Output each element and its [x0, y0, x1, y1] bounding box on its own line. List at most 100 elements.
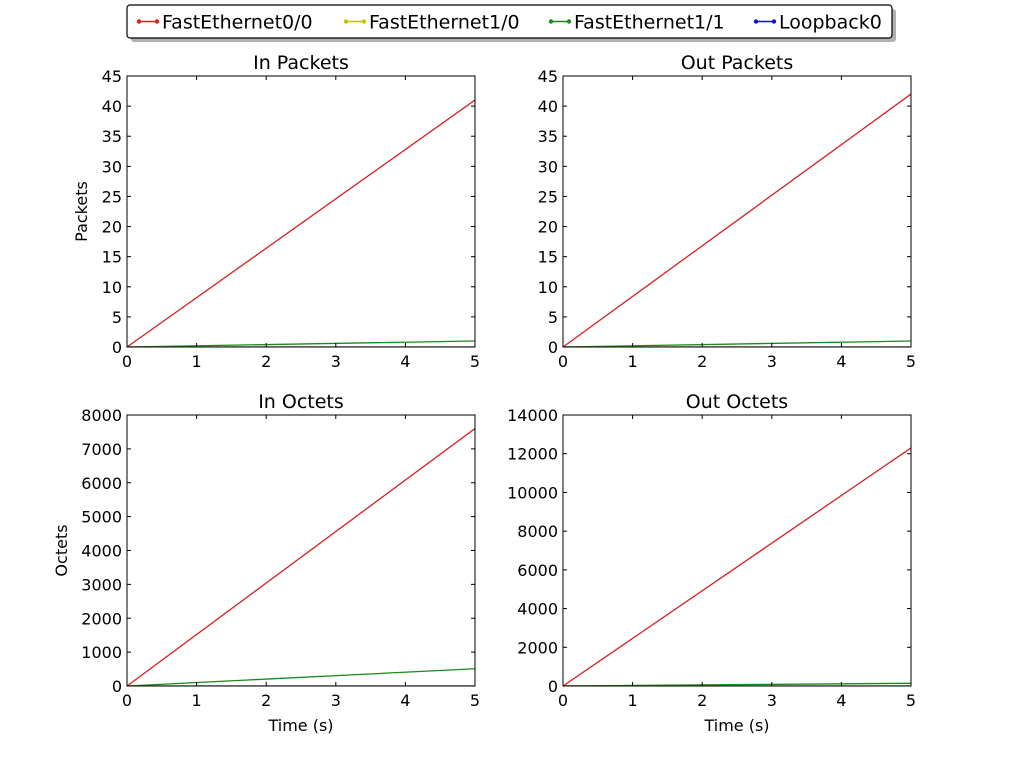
y-tick-label: 6000 [517, 561, 558, 580]
y-tick-label: 10000 [507, 483, 558, 502]
y-tick-label: 3000 [81, 575, 122, 594]
series-line-fastethernet0-0 [563, 447, 911, 686]
x-tick-label: 5 [906, 352, 916, 371]
legend-marker-loopback0 [771, 19, 777, 24]
y-tick-label: 0 [548, 338, 558, 357]
x-tick-label: 1 [192, 352, 202, 371]
series-line-fastethernet0-0 [127, 428, 475, 686]
series-line-fastethernet0-0 [563, 93, 911, 347]
x-tick-label: 3 [331, 352, 341, 371]
legend-label-loopback0: Loopback0 [779, 12, 882, 34]
y-tick-label: 8000 [517, 522, 558, 541]
series-line-fastethernet1-1 [563, 340, 911, 347]
x-axis-label: Time (s) [703, 716, 769, 735]
legend-label-fastethernet1-0: FastEthernet1/0 [369, 12, 520, 34]
y-tick-label: 2000 [81, 609, 122, 628]
y-tick-label: 25 [538, 187, 558, 206]
series-line-fastethernet1-1 [127, 668, 475, 686]
y-tick-label: 30 [102, 157, 122, 176]
x-tick-label: 0 [122, 352, 132, 371]
x-tick-label: 0 [558, 352, 568, 371]
legend-entry-fastethernet1-0: FastEthernet1/0 [343, 12, 520, 34]
x-tick-label: 4 [836, 691, 846, 710]
legend-marker-fastethernet1-0 [361, 19, 367, 24]
x-tick-label: 3 [767, 691, 777, 710]
y-tick-label: 15 [102, 248, 122, 267]
y-axis-label: Octets [52, 524, 71, 576]
y-tick-label: 15 [538, 248, 558, 267]
y-tick-label: 5 [548, 308, 558, 327]
y-tick-label: 10 [538, 278, 558, 297]
x-tick-label: 4 [400, 352, 410, 371]
subplot-in-octets: 0 1 2 3 4 5 0 1000 2000 3000 4000 5000 6000 7000 8000 I… [52, 391, 480, 735]
x-tick-label: 2 [261, 352, 271, 371]
y-tick-label: 5 [112, 308, 122, 327]
x-tick-label: 2 [697, 691, 707, 710]
y-tick-label: 45 [102, 67, 122, 86]
x-tick-label: 1 [628, 352, 638, 371]
x-tick-label: 3 [767, 352, 777, 371]
axes-frame [126, 75, 476, 348]
legend-box [126, 4, 893, 39]
plot-area [127, 76, 475, 347]
axes-frame [562, 75, 912, 348]
y-axis-label: Packets [72, 181, 91, 242]
chart-title: Out Packets [681, 52, 794, 74]
legend-marker-fastethernet1-0 [343, 19, 349, 24]
chart-title: In Octets [258, 391, 344, 413]
y-tick-label: 4000 [517, 600, 558, 619]
y-tick-label: 35 [102, 127, 122, 146]
series-lines [563, 93, 911, 347]
x-tick-label: 1 [192, 691, 202, 710]
chart-title: Out Octets [686, 391, 788, 413]
y-tick-label: 7000 [81, 440, 122, 459]
y-tick-label: 5000 [81, 508, 122, 527]
x-tick-label: 0 [558, 691, 568, 710]
legend-marker-fastethernet0-0 [136, 19, 142, 24]
subplot-out-octets: 0 1 2 3 4 5 0 2000 4000 6000 8000 10000 12000 14000 Ou… [507, 391, 916, 735]
y-tick-label: 0 [548, 677, 558, 696]
legend-entry-fastethernet1-1: FastEthernet1/1 [548, 12, 725, 34]
x-tick-label: 2 [697, 352, 707, 371]
y-tick-label: 40 [538, 97, 558, 116]
y-tick-label: 2000 [517, 638, 558, 657]
legend: FastEthernet0/0 FastEthernet1/0 FastEthern… [126, 4, 896, 42]
y-tick-label: 25 [102, 187, 122, 206]
series-lines [127, 99, 475, 347]
x-tick-label: 2 [261, 691, 271, 710]
legend-label-fastethernet1-1: FastEthernet1/1 [574, 12, 725, 34]
x-tick-label: 4 [400, 691, 410, 710]
plot-area [563, 76, 911, 347]
y-tick-label: 0 [112, 677, 122, 696]
x-axis-label: Time (s) [267, 716, 333, 735]
plot-area [563, 415, 911, 686]
legend-marker-loopback0 [753, 19, 759, 24]
y-tick-label: 6000 [81, 474, 122, 493]
chart-title: In Packets [253, 52, 349, 74]
y-tick-label: 40 [102, 97, 122, 116]
x-tick-label: 1 [628, 691, 638, 710]
y-tick-label: 20 [538, 218, 558, 237]
y-tick-label: 35 [538, 127, 558, 146]
x-tick-label: 5 [470, 352, 480, 371]
plot-area [127, 415, 475, 686]
x-tick-label: 3 [331, 691, 341, 710]
y-tick-label: 20 [102, 218, 122, 237]
y-tick-label: 30 [538, 157, 558, 176]
legend-marker-fastethernet0-0 [154, 19, 160, 24]
legend-marker-fastethernet1-1 [548, 19, 554, 24]
y-tick-label: 4000 [81, 542, 122, 561]
y-tick-label: 0 [112, 338, 122, 357]
y-tick-label: 8000 [81, 406, 122, 425]
legend-entry-fastethernet0-0: FastEthernet0/0 [136, 12, 313, 34]
y-tick-label: 45 [538, 67, 558, 86]
legend-label-fastethernet0-0: FastEthernet0/0 [162, 12, 313, 34]
y-tick-label: 10 [102, 278, 122, 297]
x-tick-label: 5 [470, 691, 480, 710]
legend-entry-loopback0: Loopback0 [753, 12, 882, 34]
series-line-fastethernet1-1 [127, 340, 475, 347]
